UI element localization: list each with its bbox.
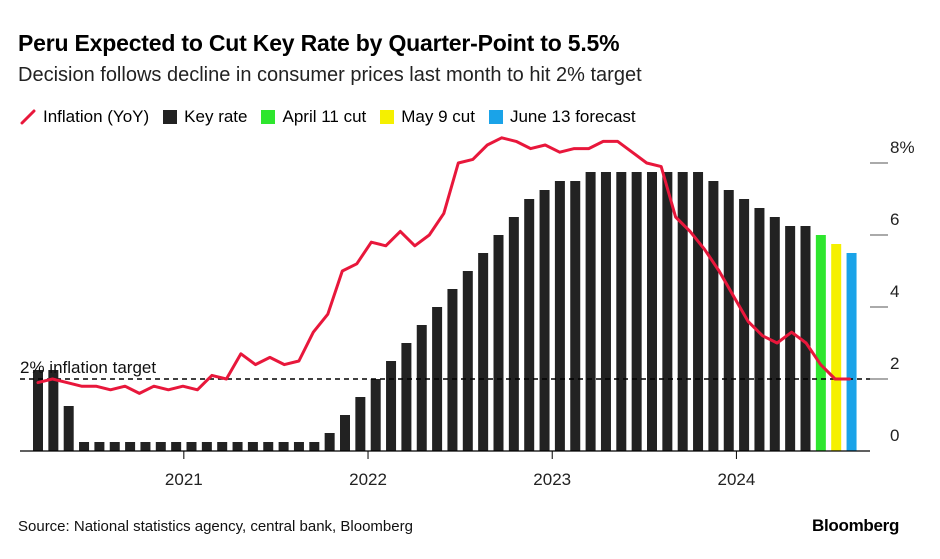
- legend-item-june-forecast: June 13 forecast: [488, 107, 636, 127]
- chart-title: Peru Expected to Cut Key Rate by Quarter…: [18, 30, 620, 56]
- brand-logo: Bloomberg: [812, 516, 900, 535]
- legend-swatch-june-forecast: [488, 110, 503, 124]
- key-rate-bar: [324, 433, 335, 451]
- decision-bar: [815, 235, 826, 451]
- key-rate-bar: [94, 442, 105, 451]
- legend-item-may-cut: May 9 cut: [380, 107, 475, 127]
- key-rate-bar: [493, 235, 504, 451]
- key-rate-bar: [585, 172, 596, 451]
- key-rate-bar: [247, 442, 258, 451]
- inflation-line: [36, 136, 851, 395]
- y-tick-label: 8%: [890, 138, 915, 157]
- key-rate-bar: [416, 325, 427, 451]
- target-reference-label: 2% inflation target: [20, 358, 156, 377]
- key-rate-bar: [447, 289, 458, 451]
- key-rate-bar: [662, 172, 673, 451]
- key-rate-bar: [631, 172, 642, 451]
- key-rate-bar: [355, 397, 366, 451]
- key-rate-bar: [370, 379, 381, 451]
- key-rate-bar: [140, 442, 151, 451]
- key-rate-bar: [647, 172, 657, 451]
- decision-bar: [846, 253, 857, 451]
- key-rate-bar: [616, 172, 627, 451]
- y-tick-label: 2: [890, 354, 899, 373]
- legend: Inflation (YoY) Key rate April 11 cut Ma…: [20, 107, 650, 127]
- key-rate-bar: [708, 181, 719, 451]
- key-rate-bar: [33, 370, 43, 451]
- key-rate-bar: [386, 361, 397, 451]
- key-rate-bar: [508, 217, 519, 451]
- legend-label-june-forecast: June 13 forecast: [509, 107, 636, 126]
- key-rate-bar: [739, 199, 750, 451]
- key-rate-bar: [524, 199, 535, 451]
- key-rate-bar: [340, 415, 350, 451]
- y-tick-label: 4: [890, 282, 899, 301]
- key-rate-bar: [109, 442, 120, 451]
- key-rate-bar: [554, 181, 565, 451]
- x-tick-label: 2022: [349, 470, 387, 489]
- chart-subtitle: Decision follows decline in consumer pri…: [18, 64, 642, 86]
- key-rate-bar: [600, 172, 611, 451]
- key-rate-bar: [769, 217, 780, 451]
- key-rate-bar: [785, 226, 796, 451]
- key-rate-bar: [186, 442, 197, 451]
- legend-label-key-rate: Key rate: [184, 107, 248, 126]
- x-tick-label: 2024: [718, 470, 756, 489]
- key-rate-bar: [539, 190, 550, 451]
- legend-label-may-cut: May 9 cut: [401, 107, 475, 126]
- key-rate-bar: [723, 190, 734, 451]
- legend-line-stroke: [20, 109, 36, 125]
- key-rate-bar: [401, 343, 412, 451]
- legend-swatch-may-cut: [380, 110, 395, 124]
- x-tick-label: 2023: [533, 470, 571, 489]
- legend-item-key-rate: Key rate: [163, 107, 247, 127]
- x-tick-label: 2021: [165, 470, 203, 489]
- source-note: Source: National statistics agency, cent…: [18, 518, 413, 535]
- key-rate-bar: [263, 442, 274, 451]
- key-rate-bar: [48, 370, 59, 451]
- legend-item-april-cut: April 11 cut: [261, 107, 366, 127]
- key-rate-bar: [79, 442, 90, 451]
- key-rate-bar: [125, 442, 136, 451]
- key-rate-bar: [232, 442, 243, 451]
- legend-label-april-cut: April 11 cut: [282, 107, 367, 126]
- key-rate-bar: [677, 172, 688, 451]
- key-rate-bar: [63, 406, 74, 451]
- key-rate-bar: [478, 253, 489, 451]
- y-tick-label: 6: [890, 210, 899, 229]
- key-rate-bar: [278, 442, 289, 451]
- key-rate-bar: [201, 442, 212, 451]
- key-rate-bar: [800, 226, 811, 451]
- key-rate-bar: [155, 442, 166, 451]
- key-rate-bar: [217, 442, 228, 451]
- y-tick-label: 0: [890, 426, 899, 445]
- key-rate-bar: [171, 442, 182, 451]
- legend-item-inflation: Inflation (YoY): [20, 107, 149, 127]
- key-rate-bar: [570, 181, 581, 451]
- legend-swatch-april-cut: [261, 110, 276, 124]
- key-rate-bar: [309, 442, 320, 451]
- key-rate-bar: [293, 442, 304, 451]
- legend-swatch-key-rate: [163, 110, 178, 124]
- key-rate-bar: [693, 172, 704, 451]
- decision-bar: [831, 244, 842, 451]
- legend-label-inflation: Inflation (YoY): [43, 107, 150, 126]
- legend-line-icon: [20, 109, 36, 125]
- key-rate-bar: [462, 271, 473, 451]
- key-rate-bar: [754, 208, 765, 451]
